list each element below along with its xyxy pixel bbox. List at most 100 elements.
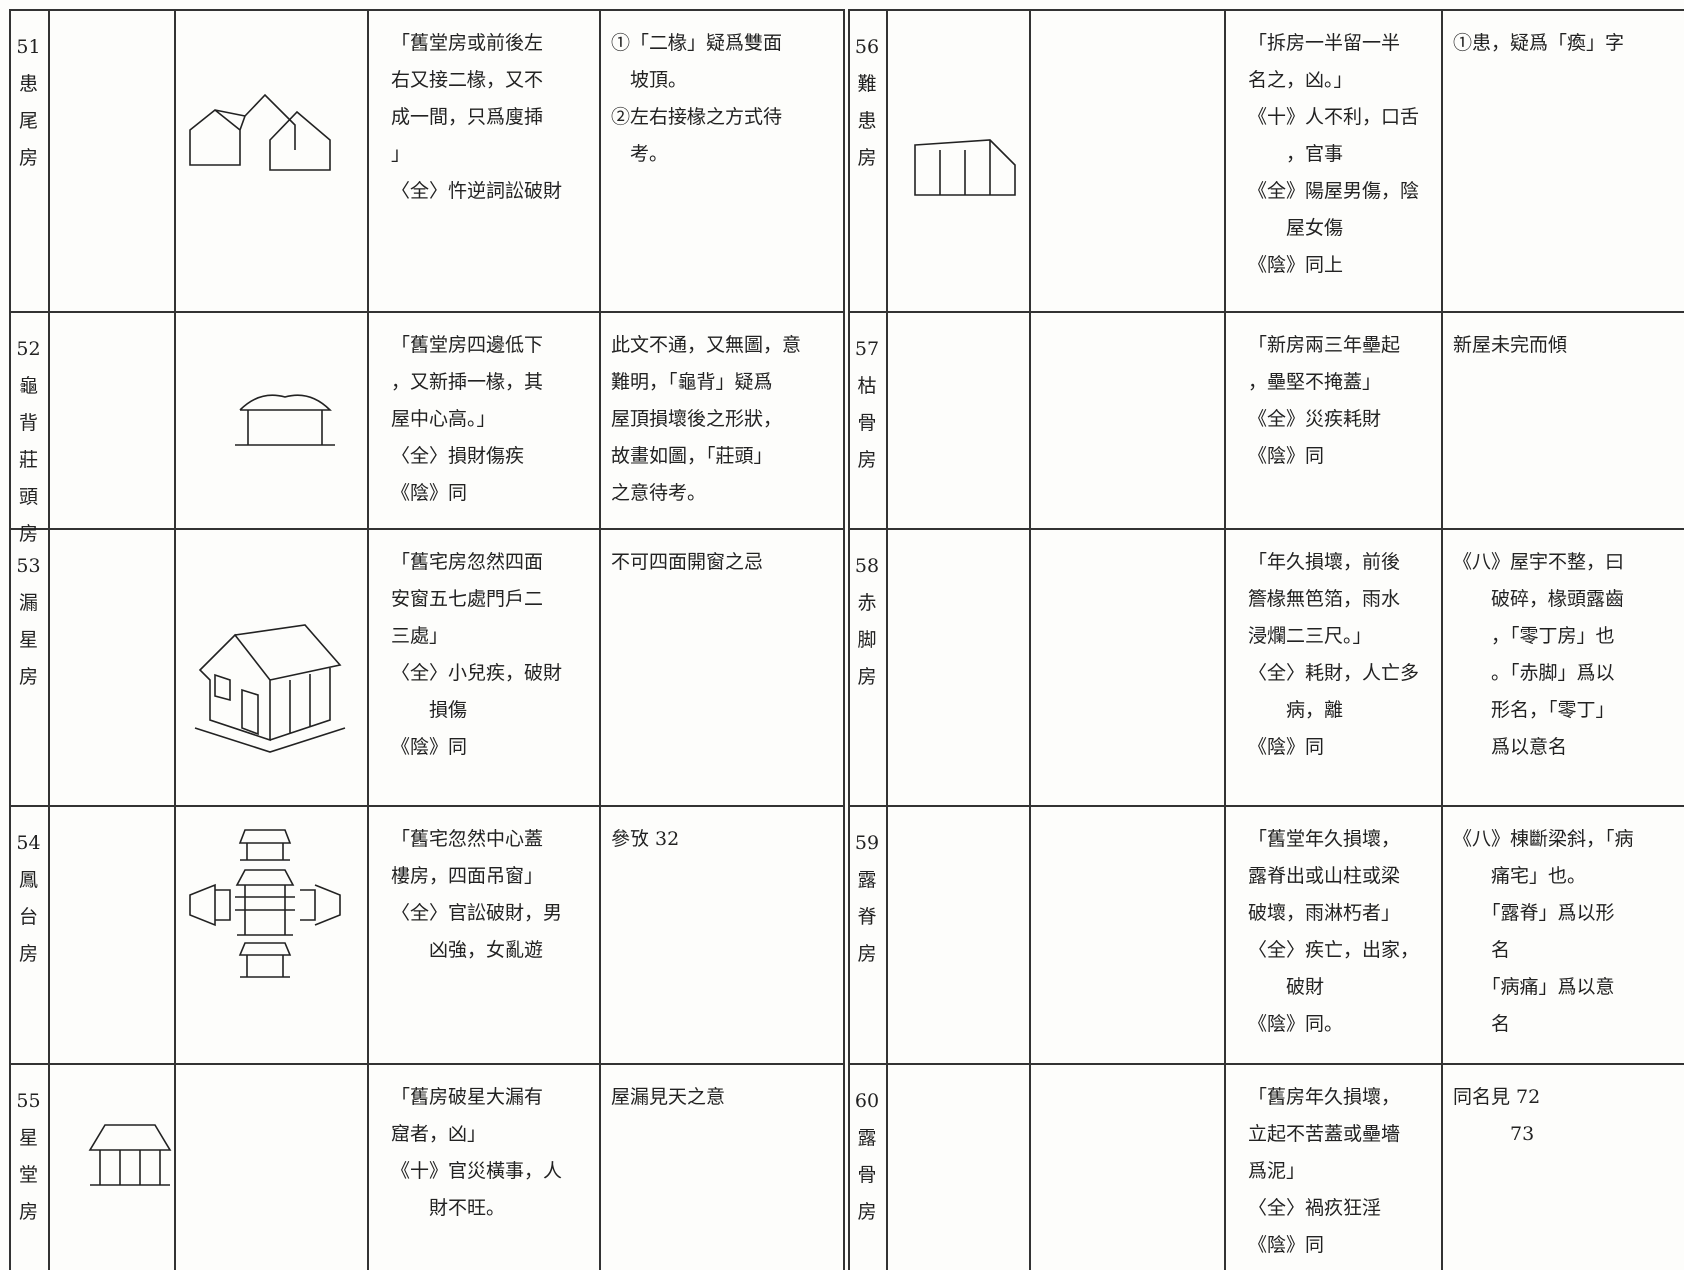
row-rule — [848, 805, 1684, 807]
note-line: 新屋未完而傾 — [1453, 334, 1568, 356]
row-rule — [848, 9, 1684, 11]
note-line: 故畫如圖，「莊頭」 — [611, 445, 773, 467]
note-line: 73 — [1453, 1123, 1535, 1145]
description-line: 「舊房破星大漏有 — [391, 1086, 544, 1108]
row-number: 53 漏星房 — [9, 548, 48, 696]
entry-name: 患尾房 — [18, 73, 38, 169]
row-rule — [9, 805, 843, 807]
column-rule — [599, 9, 601, 1270]
column-rule — [1224, 9, 1226, 1270]
row-rule — [848, 311, 1684, 313]
description-line: 簷椽無笆箔，雨水 — [1248, 588, 1401, 610]
description-line: 安窗五七處門戶二 — [391, 588, 544, 610]
note-line: 《八》棟斷梁斜，「病 — [1453, 828, 1634, 850]
note-line: 破碎，椽頭露齒 — [1453, 588, 1625, 610]
row-number: 59 露脊房 — [848, 825, 886, 973]
row-rule — [9, 9, 843, 11]
column-rule — [174, 9, 176, 1270]
description-line: 《陰》同 — [391, 482, 468, 504]
note-line: 屋頂損壞後之形狀， — [611, 408, 783, 430]
description-line: 《陰》同 — [391, 736, 468, 758]
description-line: 「拆房一半留一半 — [1248, 32, 1401, 54]
description-line: 〈全〉忤逆詞訟破財 — [391, 180, 563, 202]
note-line: 考。 — [611, 143, 669, 165]
column-rule — [886, 9, 888, 1270]
row-rule — [9, 528, 843, 530]
description-line: ，官事 — [1248, 143, 1344, 165]
description-line: 病，離 — [1248, 699, 1344, 721]
entry-name: 鳳台房 — [18, 869, 38, 965]
description-line: 〈全〉官訟破財，男 — [391, 902, 563, 924]
description-line: 破壞，雨淋朽者」 — [1248, 902, 1401, 924]
description-line: ，壘堅不掩蓋」 — [1248, 371, 1382, 393]
note-line: 坡頂。 — [611, 69, 688, 91]
column-rule — [48, 9, 50, 1270]
entry-number: 58 — [854, 555, 880, 577]
house-drawing — [189, 829, 341, 978]
description-line: 浸爛二三尺。」 — [1248, 625, 1372, 647]
row-rule — [9, 311, 843, 313]
row-number: 54 鳳台房 — [9, 825, 48, 973]
description-line: 《陰》同 — [1248, 445, 1325, 467]
description-line: 三處」 — [391, 625, 449, 647]
note-line: 此文不通，又無圖，意 — [611, 334, 802, 356]
note-line: 不可四面開窗之忌 — [611, 551, 764, 573]
entry-number: 60 — [854, 1090, 880, 1112]
entry-name: 露脊房 — [857, 869, 877, 965]
entry-name: 龜背莊頭房 — [18, 375, 38, 545]
note-line: 參攷 32 — [611, 828, 680, 850]
description-line: 《陰》同上 — [1248, 254, 1344, 276]
house-drawing — [189, 93, 331, 171]
entry-number: 57 — [854, 338, 880, 360]
description-line: 右又接二椽，又不 — [391, 69, 544, 91]
note-line: 同名見 72 — [1453, 1086, 1541, 1108]
description-line: 屋中心高。」 — [391, 408, 496, 430]
row-number: 51 患尾房 — [9, 29, 48, 177]
column-rule — [843, 9, 845, 1270]
description-line: 「舊房年久損壞， — [1248, 1086, 1401, 1108]
note-line: 之意待考。 — [611, 482, 707, 504]
entry-number: 55 — [16, 1090, 41, 1112]
description-line: 〈全〉耗財，人亡多 — [1248, 662, 1420, 684]
note-line: 痛宅」也。 — [1453, 865, 1587, 887]
description-line: 財不旺。 — [391, 1197, 506, 1219]
note-line: 「露脊」爲以形 — [1453, 902, 1615, 924]
description-line: 《全》陽屋男傷，陰 — [1248, 180, 1420, 202]
column-rule — [1029, 9, 1031, 1270]
description-line: 「舊堂房四邊低下 — [391, 334, 544, 356]
description-line: 凶強，女亂遊 — [391, 939, 544, 961]
row-rule — [848, 1063, 1684, 1065]
row-number: 52 龜背莊頭房 — [9, 331, 48, 553]
entry-name: 漏星房 — [18, 592, 38, 688]
note-line: 名 — [1453, 1013, 1511, 1035]
description-line: 爲泥」 — [1248, 1160, 1306, 1182]
column-rule — [1441, 9, 1443, 1270]
entry-number: 54 — [16, 832, 41, 854]
row-number: 60 露骨房 — [848, 1083, 886, 1231]
house-drawing — [235, 394, 335, 446]
description-line: 「舊宅房忽然四面 — [391, 551, 544, 573]
description-line: 《全》災疾耗財 — [1248, 408, 1382, 430]
note-line: ②左右接椽之方式待 — [611, 106, 783, 128]
note-line: 形名，「零丁」 — [1453, 699, 1615, 721]
entry-name: 難患房 — [857, 73, 877, 169]
description-line: 露脊出或山柱或梁 — [1248, 865, 1401, 887]
row-rule — [9, 1063, 843, 1065]
description-line: 〈全〉小兒疾，破財 — [391, 662, 563, 684]
column-rule — [848, 9, 850, 1270]
description-line: 「舊宅忽然中心蓋 — [391, 828, 544, 850]
description-line: 破財 — [1248, 976, 1325, 998]
description-line: 「舊堂房或前後左 — [391, 32, 544, 54]
description-line: 〈全〉禍疚狂淫 — [1248, 1197, 1382, 1219]
row-number: 57 枯骨房 — [848, 331, 886, 479]
note-line: ①患，疑爲「瘓」字 — [1453, 32, 1625, 54]
note-line: 爲以意名 — [1453, 736, 1568, 758]
entry-number: 53 — [16, 555, 41, 577]
note-line: 屋漏見天之意 — [611, 1086, 726, 1108]
description-line: 成一間，只爲廋揷 — [391, 106, 544, 128]
row-number: 56 難患房 — [848, 29, 886, 177]
note-line: 《八》屋宇不整，曰 — [1453, 551, 1625, 573]
description-line: 損傷 — [391, 699, 468, 721]
entry-number: 56 — [854, 36, 880, 58]
